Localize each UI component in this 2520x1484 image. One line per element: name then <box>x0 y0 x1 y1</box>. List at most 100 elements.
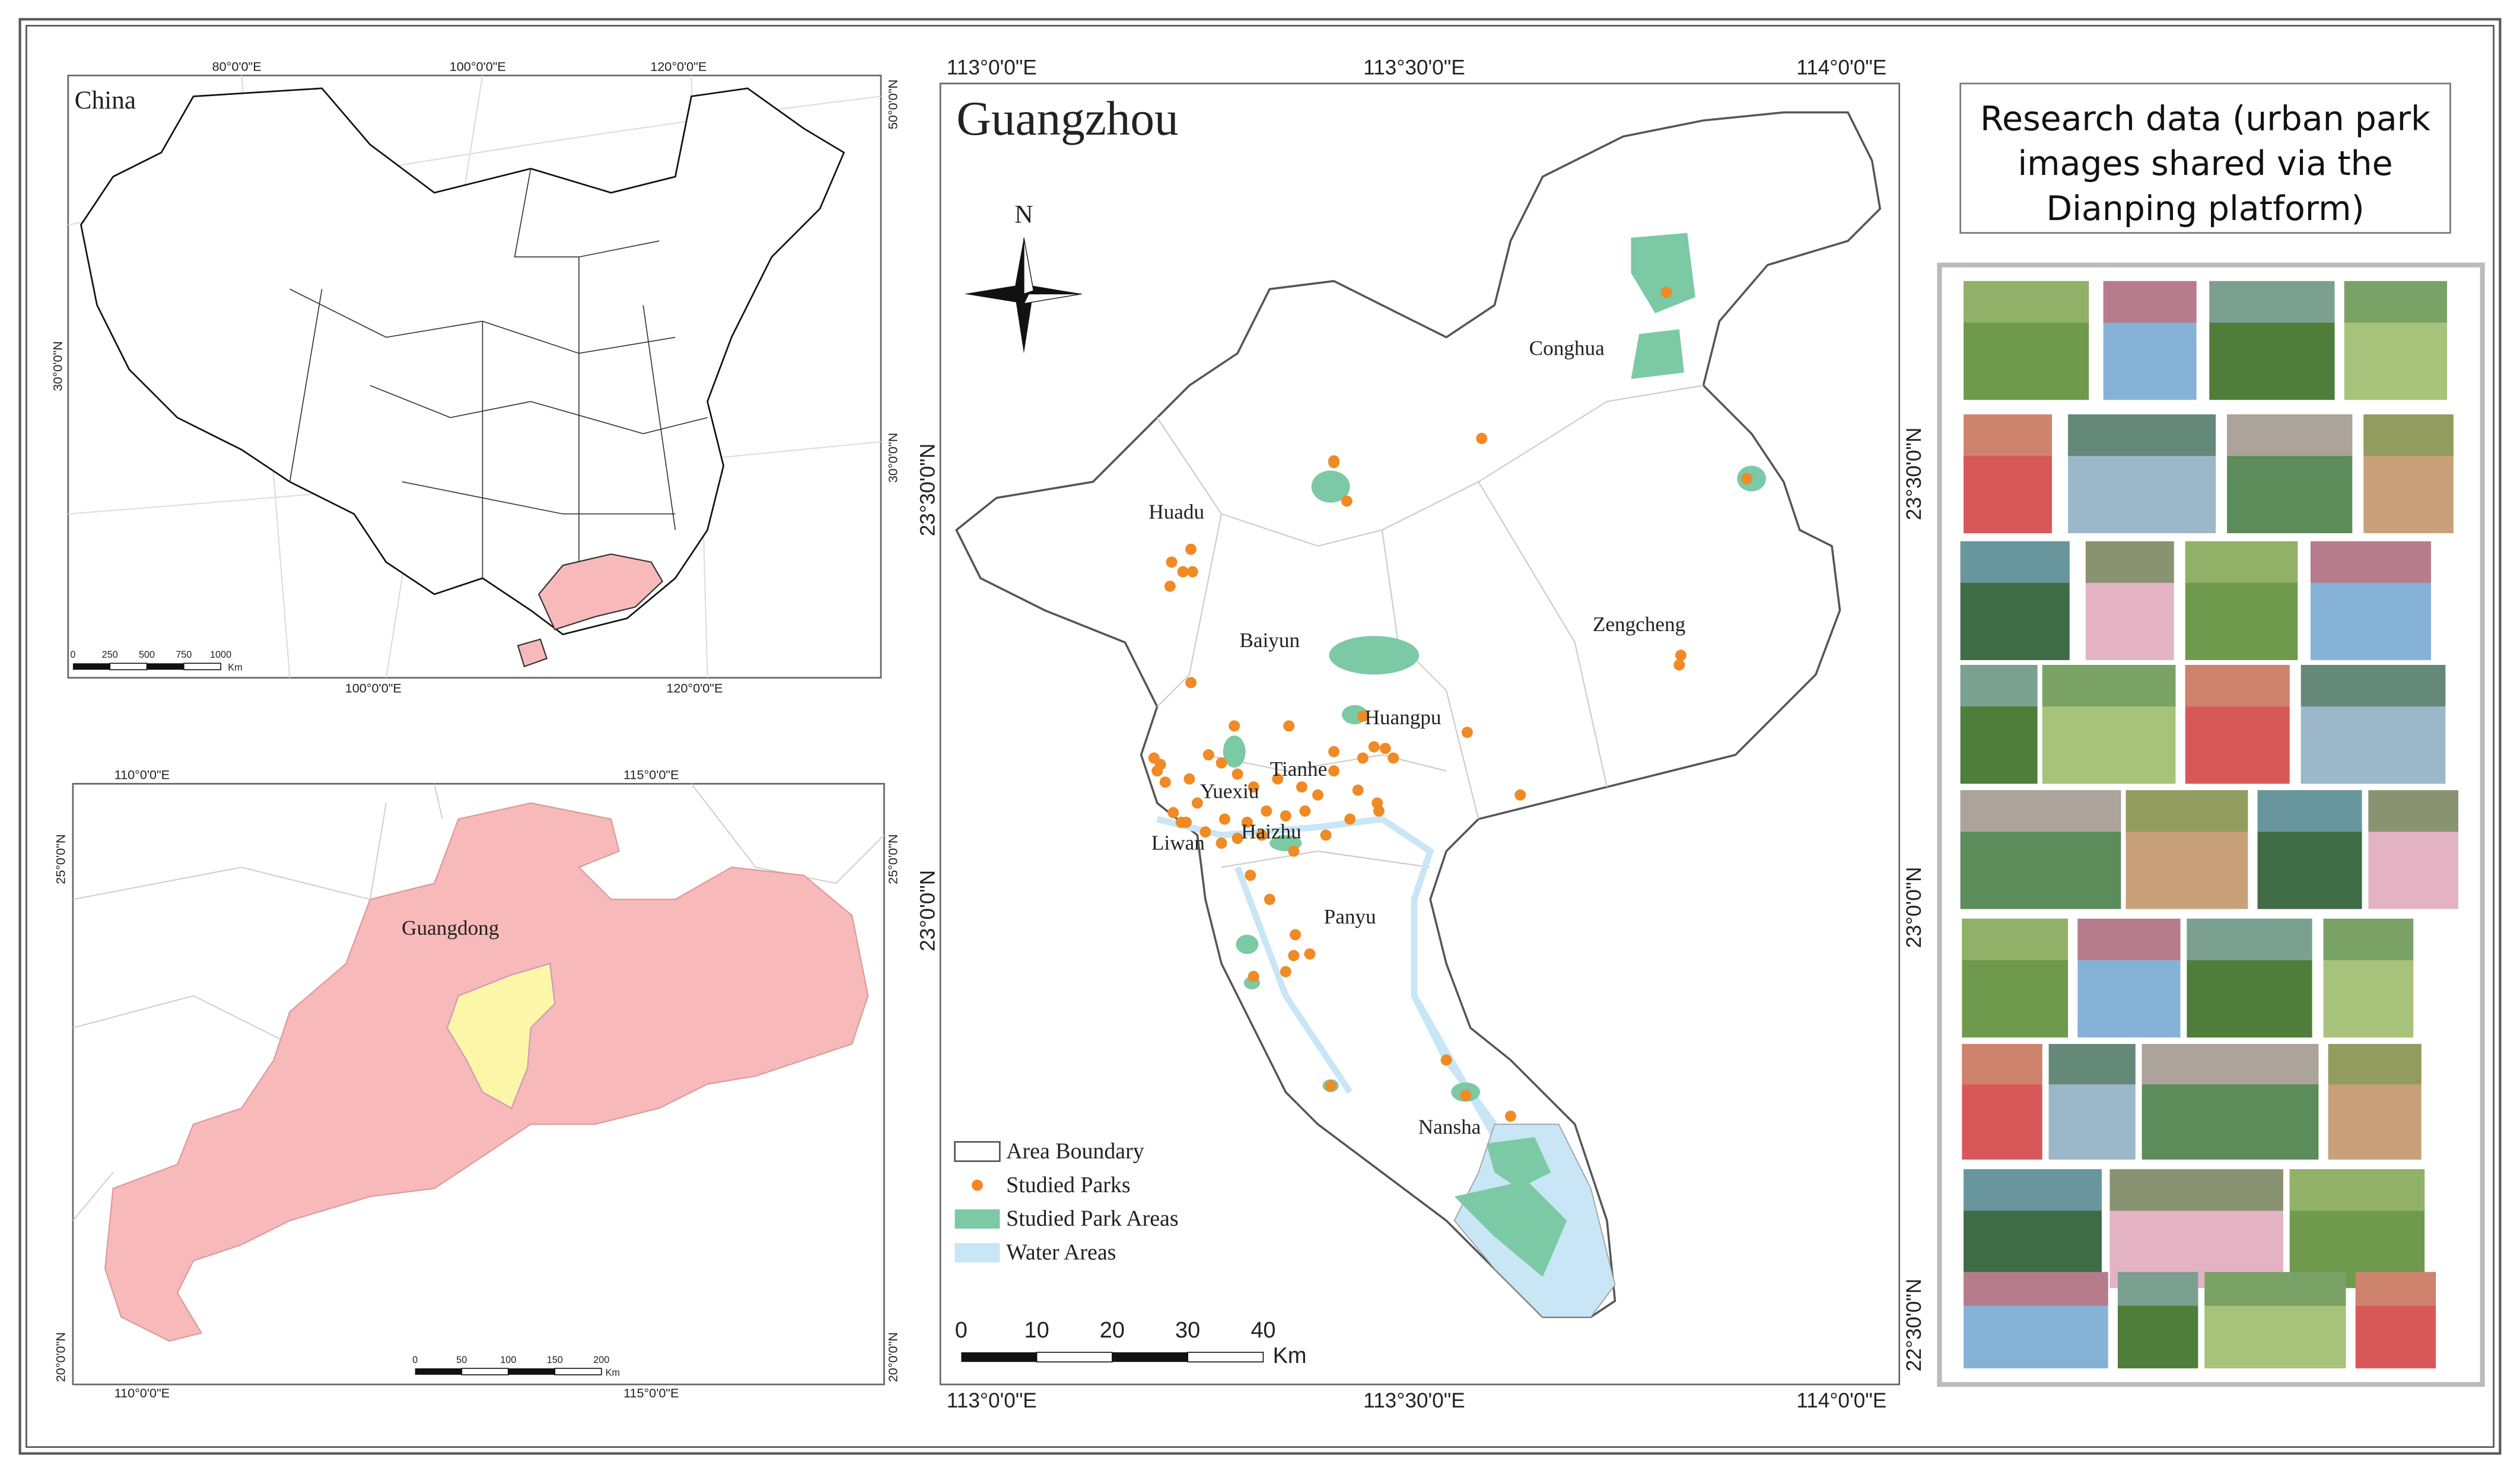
label: 0 <box>955 1318 968 1343</box>
park-dot <box>1280 966 1291 977</box>
label: 20°0'0"N <box>885 1332 900 1382</box>
park-dot <box>1320 829 1332 841</box>
district-borders <box>1156 384 1704 868</box>
park-dot <box>1245 870 1256 881</box>
research-title: Research data (urban park images shared … <box>1980 99 2431 228</box>
park-dot <box>1379 743 1391 754</box>
photo-sky <box>1964 1272 2108 1306</box>
photo-sky <box>2227 414 2353 456</box>
photo-sky <box>2355 1272 2436 1306</box>
label: 500 <box>139 649 155 660</box>
park-dot <box>1328 457 1340 469</box>
photo-sky <box>2185 541 2298 583</box>
photo-sky <box>1962 1044 2042 1085</box>
china-panel <box>67 74 882 679</box>
photo-sky <box>2103 281 2197 323</box>
label: 113°0'0"E <box>947 1389 1037 1412</box>
label: Km <box>606 1367 620 1378</box>
photo-sky <box>1964 281 2089 323</box>
scale-bar <box>961 1352 1264 1363</box>
photo-sky <box>2109 1169 2283 1211</box>
label: Huangpu <box>1364 706 1441 729</box>
park-dot <box>1185 543 1197 555</box>
label: Guangdong <box>402 916 499 940</box>
label: 23°30'0"N <box>1902 428 1926 521</box>
park-dot <box>1673 659 1685 671</box>
label: Km <box>1273 1343 1307 1368</box>
label: Baiyun <box>1239 629 1300 652</box>
research-title-box: Research data (urban park images shared … <box>1980 99 2431 228</box>
research-panel: Research data (urban park images shared … <box>1937 82 2485 1387</box>
label: 113°30'0"E <box>1363 56 1465 79</box>
park-dot <box>1186 566 1198 578</box>
label: 22°30'0"N <box>1902 1279 1926 1372</box>
label: Nansha <box>1418 1116 1481 1139</box>
label: Panyu <box>1324 905 1376 928</box>
legend <box>954 1141 1001 1263</box>
park-dot <box>1256 829 1268 841</box>
park-dot <box>1154 759 1166 770</box>
photo-sky <box>2328 1044 2422 1085</box>
label: 20°0'0"N <box>53 1332 68 1382</box>
label: Guangzhou <box>956 92 1178 145</box>
label: 25°0'0"N <box>885 835 900 884</box>
photo-sky <box>2042 665 2176 707</box>
label: 100°0'0"E <box>450 59 506 74</box>
label: 0 <box>70 649 75 660</box>
photo-sky <box>2185 665 2290 707</box>
label: Area Boundary <box>1006 1139 1144 1164</box>
label: Tianhe <box>1270 757 1327 781</box>
park-dot <box>1357 711 1369 722</box>
label: 23°30'0"N <box>916 444 939 537</box>
park-dot <box>1460 1090 1472 1101</box>
photo-sky <box>1962 918 2069 960</box>
park-dot <box>1461 727 1473 738</box>
label: 750 <box>176 649 192 660</box>
park-dot <box>1288 950 1300 961</box>
label: 100°0'0"E <box>345 680 402 695</box>
park-dot <box>1229 720 1240 732</box>
label: 150 <box>547 1355 563 1365</box>
park-dot <box>1440 1054 1452 1066</box>
label: Water Areas <box>1006 1240 1116 1265</box>
label: 120°0'0"E <box>666 680 723 695</box>
label: 113°0'0"E <box>947 56 1037 79</box>
studied-parks <box>1148 286 1752 1122</box>
photo-sky <box>2142 1044 2319 1085</box>
photo-sky <box>1964 414 2052 456</box>
park-dot <box>1388 752 1399 764</box>
label: 113°30'0"E <box>1363 1389 1465 1412</box>
label: 40 <box>1251 1318 1275 1343</box>
label: 25°0'0"N <box>53 835 68 884</box>
label: 23°0'0"N <box>916 870 939 951</box>
park-dot <box>1741 473 1752 485</box>
park-dot <box>1177 566 1189 578</box>
scale-bar <box>415 1368 602 1375</box>
photo-sky <box>1960 665 2038 707</box>
park-dot <box>1218 813 1230 825</box>
label: 23°0'0"N <box>1902 867 1926 948</box>
park-dot <box>1312 789 1323 801</box>
park-dot <box>1216 837 1227 849</box>
label: Haizhu <box>1241 820 1302 843</box>
photo-sky <box>2310 541 2431 583</box>
photo-sky <box>2187 918 2312 960</box>
label: 115°0'0"E <box>623 768 679 782</box>
park-dot <box>1368 741 1380 753</box>
label: 1000 <box>210 649 231 660</box>
outer-border <box>18 18 2502 1455</box>
label: N <box>1014 200 1033 228</box>
label: China <box>75 86 136 114</box>
park-dot <box>1372 797 1383 809</box>
park-dot <box>1280 810 1291 822</box>
photo-sky <box>1964 1169 2102 1211</box>
label: 114°0'0"E <box>1796 56 1886 79</box>
park-dot <box>1167 807 1179 819</box>
photo-sky <box>2068 414 2216 456</box>
label: 250 <box>102 649 118 660</box>
park-dot <box>1272 773 1284 785</box>
park-dot <box>1241 816 1253 828</box>
label: 80°0'0"E <box>212 59 262 74</box>
